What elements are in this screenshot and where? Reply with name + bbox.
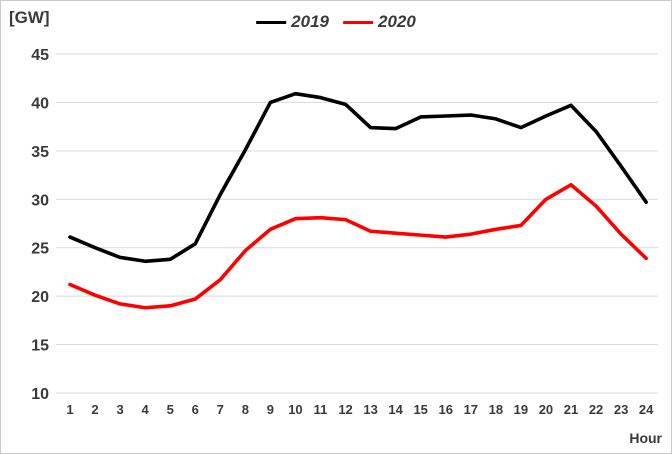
x-tick-label-9: 9 xyxy=(267,402,274,417)
x-tick-label-5: 5 xyxy=(167,402,174,417)
y-tick-label-10: 10 xyxy=(31,386,49,403)
legend-label-2019: 2019 xyxy=(291,12,329,31)
x-tick-label-16: 16 xyxy=(439,402,453,417)
x-tick-label-24: 24 xyxy=(639,402,654,417)
x-tick-label-11: 11 xyxy=(314,402,328,417)
x-tick-label-15: 15 xyxy=(413,402,427,417)
x-tick-label-18: 18 xyxy=(489,402,503,417)
x-tick-label-3: 3 xyxy=(116,402,123,417)
series-line-2020 xyxy=(68,182,648,310)
y-tick-label-30: 30 xyxy=(31,192,49,209)
x-axis-label: Hour xyxy=(629,430,662,446)
x-tick-label-13: 13 xyxy=(363,402,377,417)
y-tick-label-15: 15 xyxy=(31,338,49,355)
x-tick-label-22: 22 xyxy=(589,402,603,417)
x-tick-label-6: 6 xyxy=(192,402,199,417)
x-tick-label-23: 23 xyxy=(614,402,628,417)
legend-label-2020: 2020 xyxy=(378,12,416,31)
x-tick-label-14: 14 xyxy=(388,402,403,417)
x-tick-label-21: 21 xyxy=(564,402,578,417)
series-line-2019 xyxy=(68,91,648,264)
x-tick-label-12: 12 xyxy=(338,402,352,417)
x-tick-labels: 1 2 3 4 5 6 7 8 9 10 11 12 13 14 15 16 17 18 19 20 21 22 23 24 xyxy=(66,402,654,417)
legend-line-swatch-2020 xyxy=(343,20,373,24)
x-tick-label-20: 20 xyxy=(539,402,553,417)
y-tick-label-35: 35 xyxy=(31,144,49,161)
x-tick-label-4: 4 xyxy=(142,402,150,417)
legend-item-2020[interactable]: 2020 xyxy=(343,12,416,32)
legend-item-2019[interactable]: 2019 xyxy=(256,12,329,32)
series-lines xyxy=(68,91,648,310)
y-tick-label-25: 25 xyxy=(31,241,49,258)
chart-legend: 2019 2020 xyxy=(256,12,416,32)
x-tick-label-8: 8 xyxy=(242,402,249,417)
legend-line-swatch-2019 xyxy=(256,20,287,24)
x-tick-label-19: 19 xyxy=(514,402,528,417)
y-tick-labels: 10 15 20 25 30 35 40 45 xyxy=(31,47,49,403)
y-tick-label-20: 20 xyxy=(31,289,49,306)
y-tick-label-45: 45 xyxy=(31,47,49,64)
x-tick-label-10: 10 xyxy=(288,402,302,417)
x-tick-label-7: 7 xyxy=(217,402,224,417)
y-axis-unit-label: [GW] xyxy=(9,8,50,27)
y-tick-label-40: 40 xyxy=(31,95,49,112)
x-tick-label-2: 2 xyxy=(91,402,98,417)
gridlines xyxy=(56,53,658,394)
x-tick-label-17: 17 xyxy=(464,402,478,417)
x-tick-label-1: 1 xyxy=(66,402,73,417)
